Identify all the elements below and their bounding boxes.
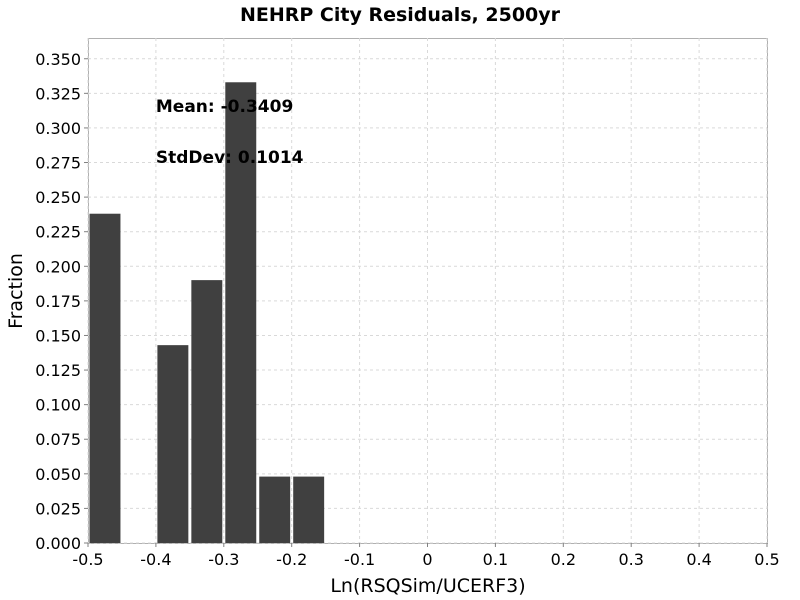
x-tick-label: -0.4 (140, 550, 171, 569)
y-tick-label: 0.125 (35, 361, 81, 380)
y-tick-label: 0.175 (35, 292, 81, 311)
histogram-bar (259, 476, 291, 543)
histogram-bar (293, 476, 325, 543)
x-tick-label: -0.5 (72, 550, 103, 569)
grid-lines (87, 38, 768, 544)
x-tick-label: 0.2 (551, 550, 576, 569)
x-tick-label: 0.1 (483, 550, 508, 569)
y-tick-label: 0.100 (35, 396, 81, 415)
y-tick-label: 0.300 (35, 119, 81, 138)
y-tick-label: 0.250 (35, 188, 81, 207)
x-axis: -0.5 -0.4 -0.3 -0.2 -0.1 0 0.1 0.2 0.3 0.4 0.5 (72, 543, 780, 569)
y-tick-label: 0.350 (35, 50, 81, 69)
y-tick-label: 0.225 (35, 223, 81, 242)
x-axis-label: Ln(RSQSim/UCERF3) (330, 575, 525, 597)
x-tick-label: 0 (422, 550, 432, 569)
histogram-bar (191, 280, 223, 543)
histogram-bar (157, 345, 189, 543)
y-axis: 0.000 0.025 0.050 0.075 0.100 0.125 0.150 0.175… (35, 50, 88, 553)
x-tick-label: 0.4 (686, 550, 711, 569)
annotation-stddev: StdDev: 0.1014 (156, 148, 304, 168)
y-axis-label: Fraction (5, 253, 27, 329)
histogram-bars (89, 82, 325, 543)
annotation-mean: Mean: -0.3409 (156, 97, 293, 117)
y-tick-label: 0.150 (35, 326, 81, 345)
y-tick-label: 0.025 (35, 499, 81, 518)
x-tick-label: 0.3 (618, 550, 643, 569)
y-tick-label: 0.050 (35, 465, 81, 484)
histogram-bar (89, 213, 121, 543)
x-tick-label: -0.3 (208, 550, 239, 569)
histogram-bar (225, 82, 257, 543)
stats-annotations: Mean: -0.3409 StdDev: 0.1014 (156, 97, 304, 168)
chart-title: NEHRP City Residuals, 2500yr (240, 4, 561, 26)
y-tick-label: 0.000 (35, 534, 81, 553)
y-tick-label: 0.075 (35, 430, 81, 449)
x-tick-label: -0.1 (344, 550, 375, 569)
y-tick-label: 0.325 (35, 84, 81, 103)
y-tick-label: 0.275 (35, 154, 81, 173)
x-tick-label: -0.2 (276, 550, 307, 569)
y-tick-label: 0.200 (35, 257, 81, 276)
x-tick-label: 0.5 (754, 550, 779, 569)
